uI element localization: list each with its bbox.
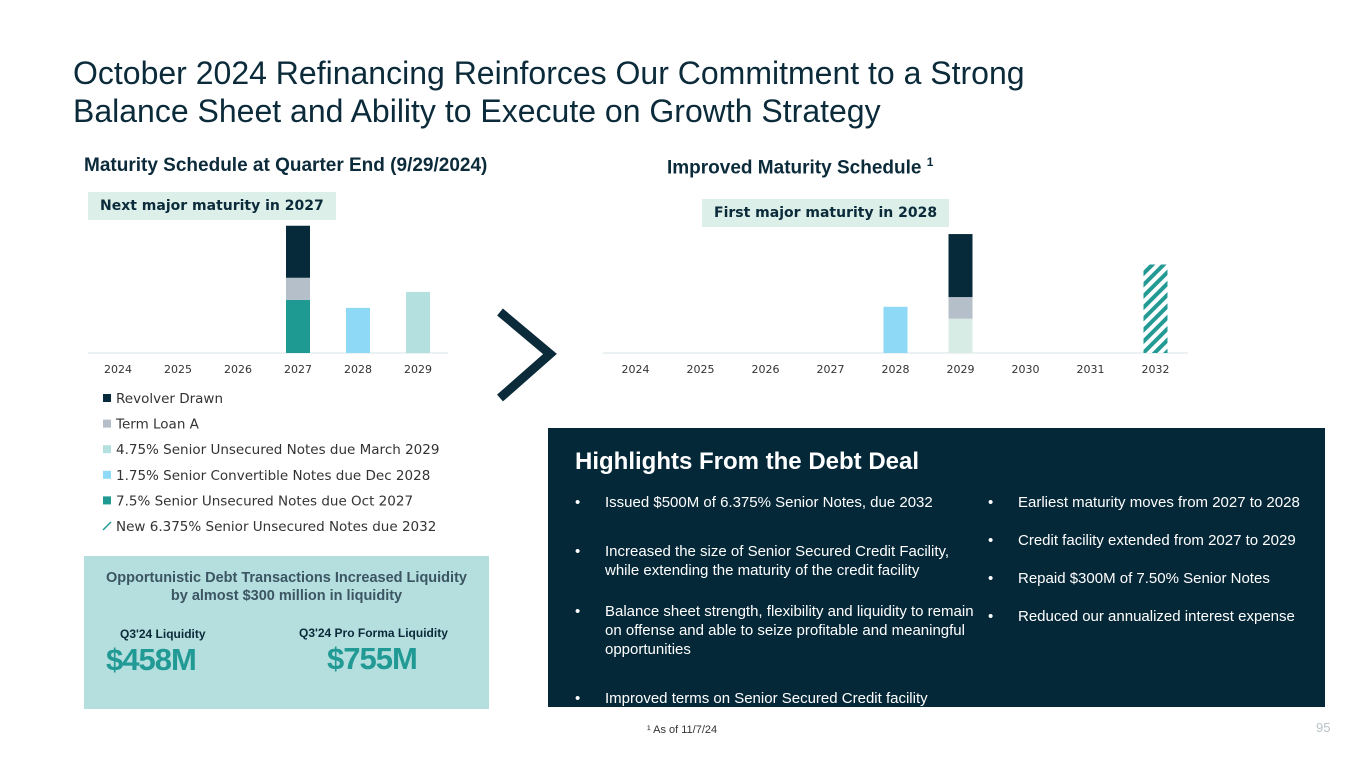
legend-label: 7.5% Senior Unsecured Notes due Oct 2027 [116,493,413,509]
bar-segment [286,225,310,278]
x-tick-label: 2024 [104,363,132,376]
legend-swatch [103,496,111,505]
legend-label: Term Loan A [115,417,200,433]
bullet: Earliest maturity moves from 2027 to 202… [988,493,1318,512]
page-number: 95 [1316,720,1331,735]
bullet: Improved terms on Senior Secured Credit … [575,689,975,708]
x-tick-label: 2027 [284,363,312,376]
legend-swatch [103,445,111,454]
plot: 2024 2025 2026 2027 2028 2029 2024 2025 2026 2027… [102,225,1170,535]
bullet-list: Earliest maturity moves from 2027 to 202… [988,493,1318,626]
bullet: Credit facility extended from 2027 to 20… [988,531,1318,550]
label: Q3'24 Pro Forma Liquidity [299,626,448,640]
legend-swatch [103,394,111,402]
legend-label: 1.75% Senior Convertible Notes due Dec 2… [116,468,430,484]
slide-title: Balance Sheet and Ability to Execute on … [73,93,881,129]
bullet: Reduced our annualized interest expense [988,607,1318,626]
bar-segment [286,277,310,300]
chart-title: Improved Maturity Schedule 1 [667,155,933,179]
x-tick-label: 2031 [1077,363,1105,376]
bullet: Repaid $300M of 7.50% Senior Notes [988,569,1318,588]
footnote: ¹ As of 11/7/24 [647,724,718,736]
chart-title: Maturity Schedule at Quarter End (9/29/2… [84,155,488,176]
value: $458M [106,642,197,677]
bar-segment [346,307,370,353]
bullet-list: Issued $500M of 6.375% Senior Notes, due… [575,493,975,708]
legend-swatch [103,470,111,479]
bullet: Increased the size of Senior Secured Cre… [575,542,975,580]
x-tick-label: 2024 [622,363,650,376]
x-tick-label: 2032 [1142,363,1170,376]
x-tick-label: 2030 [1012,363,1040,376]
x-tick-label: 2027 [817,363,845,376]
bar-segment [1143,264,1168,353]
bar-segment [883,306,908,353]
label: Q3'24 Liquidity [120,627,206,641]
legend-swatch [102,521,112,531]
bullet: Issued $500M of 6.375% Senior Notes, due… [575,493,975,512]
bar-segment [286,299,310,353]
value: $755M [327,641,418,676]
legend-label: Revolver Drawn [116,391,223,407]
legend-swatch [103,419,111,428]
highlights-box: Highlights From the Debt Deal Issued $50… [548,428,1325,708]
bar-segment [406,291,430,353]
bar-segment [948,234,973,298]
x-tick-label: 2029 [947,363,975,376]
bullet: Balance sheet strength, flexibility and … [575,602,975,659]
x-tick-label: 2026 [752,363,780,376]
x-tick-label: 2025 [687,363,715,376]
x-tick-label: 2028 [344,363,372,376]
liquidity-heading: Opportunistic Debt Transactions Increase… [106,570,467,604]
slide-title: October 2024 Refinancing Reinforces Our … [73,55,1025,91]
liquidity-box: Opportunistic Debt Transactions Increase… [84,556,489,709]
bar-segment [948,318,973,353]
chart-title-text: Improved Maturity Schedule [667,157,922,179]
callout: First major maturity in 2028 [702,199,950,227]
x-tick-label: 2026 [224,363,252,376]
chevron [497,308,557,402]
x-tick-label: 2025 [164,363,192,376]
x-tick-label: 2028 [882,363,910,376]
footnote-ref: 1 [926,155,934,169]
legend-label: New 6.375% Senior Unsecured Notes due 20… [116,519,436,535]
callout: Next major maturity in 2027 [88,192,336,220]
x-tick-label: 2029 [404,363,432,376]
bar-segment [948,297,973,319]
legend-label: 4.75% Senior Unsecured Notes due March 2… [116,442,439,458]
highlights-title: Highlights From the Debt Deal [575,448,920,475]
